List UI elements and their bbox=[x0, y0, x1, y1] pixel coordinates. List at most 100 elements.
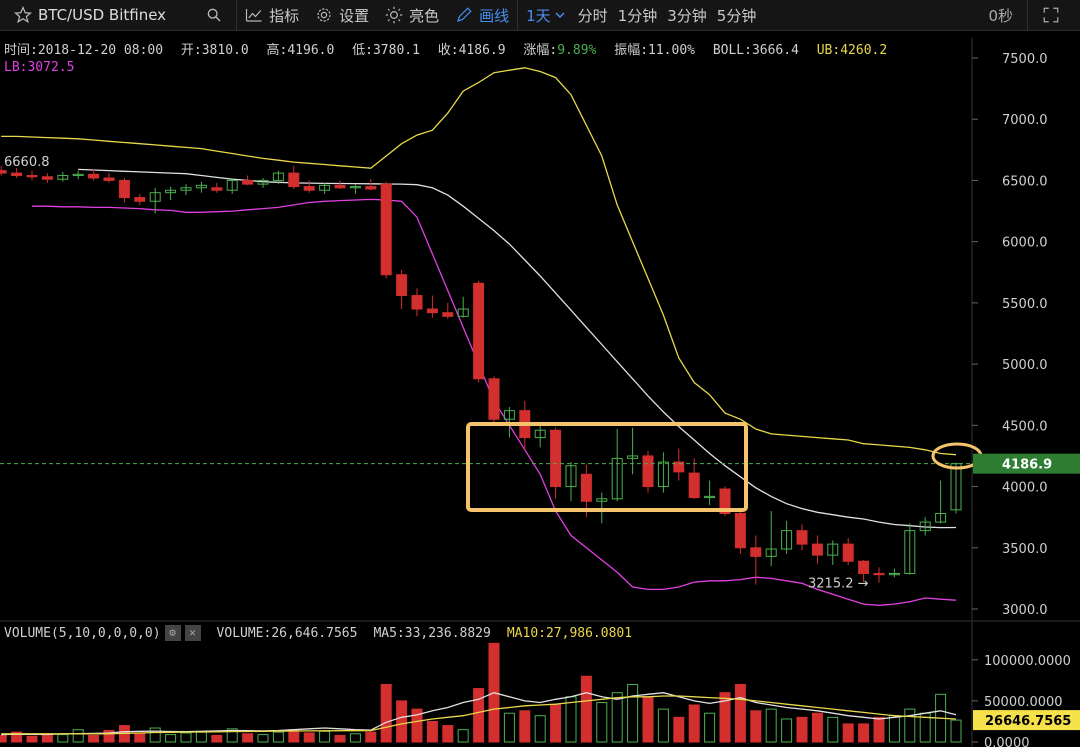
candle-body bbox=[888, 572, 900, 576]
volume-bar bbox=[642, 696, 654, 743]
volume-bar bbox=[688, 704, 700, 743]
volume-bar bbox=[627, 683, 639, 743]
indicators-button[interactable]: 指标 bbox=[237, 0, 307, 30]
volume-bar bbox=[888, 715, 900, 743]
volume-bar bbox=[750, 710, 762, 743]
candle-body bbox=[149, 192, 161, 202]
change-value: 9.89% bbox=[557, 43, 597, 58]
candle-body bbox=[842, 543, 854, 562]
volume-bar bbox=[180, 732, 192, 743]
theme-toggle[interactable]: 亮色 bbox=[377, 0, 447, 30]
volume-bar bbox=[950, 719, 962, 743]
candle-body bbox=[534, 429, 546, 439]
volume-value: VOLUME:26,646.7565 bbox=[216, 625, 358, 641]
volume-bar bbox=[596, 702, 608, 743]
open-value: 开:3810.0 bbox=[180, 43, 249, 58]
candle-body bbox=[580, 473, 592, 502]
consolidation-highlight-box bbox=[466, 422, 748, 512]
gear-icon bbox=[317, 8, 331, 22]
search-icon bbox=[207, 8, 221, 22]
divider bbox=[1027, 0, 1028, 30]
candle-body bbox=[503, 410, 515, 420]
candle-body bbox=[550, 429, 562, 488]
candle-body bbox=[488, 378, 500, 420]
draw-button[interactable]: 画线 bbox=[447, 0, 517, 30]
timer-label: 0秒 bbox=[988, 6, 1013, 25]
divider bbox=[517, 0, 519, 30]
interval-label: 3分钟 bbox=[667, 6, 707, 25]
ma10-value: MA10:27,986.0801 bbox=[506, 625, 633, 641]
pen-icon bbox=[457, 7, 472, 22]
symbol-selector[interactable]: BTC/USD Bitfinex bbox=[0, 0, 174, 30]
draw-label: 画线 bbox=[479, 6, 510, 25]
close-icon[interactable]: ✕ bbox=[184, 625, 201, 641]
candle-body bbox=[165, 189, 177, 194]
candle-body bbox=[349, 186, 361, 189]
candles bbox=[0, 165, 962, 585]
volume-bar bbox=[165, 734, 177, 743]
volume-tick-label: 50000.0000 bbox=[984, 695, 1063, 710]
candle-body bbox=[426, 308, 438, 314]
volume-bar bbox=[134, 733, 146, 743]
candle-body bbox=[811, 543, 823, 556]
volume-bar bbox=[349, 733, 361, 743]
volume-bar bbox=[396, 700, 408, 743]
ohlc-info: 时间:2018-12-20 08:00 开:3810.0 高:4196.0 低:… bbox=[4, 39, 897, 58]
volume-bar bbox=[57, 734, 69, 743]
settings-button[interactable]: 设置 bbox=[307, 0, 377, 30]
interval-tab[interactable]: 1分钟 bbox=[613, 0, 663, 30]
volume-bar bbox=[719, 692, 731, 743]
ma5-value: MA5:33,236.8829 bbox=[373, 625, 491, 641]
price-tick-label: 4000.0 bbox=[1002, 481, 1048, 496]
volume-ma5-line bbox=[1, 692, 957, 736]
volume-current-label: 26646.7565 bbox=[985, 714, 1071, 729]
chart-line-icon bbox=[245, 9, 262, 22]
interval-tab[interactable]: 分时 bbox=[573, 0, 613, 30]
volume-bar bbox=[365, 731, 377, 743]
divider bbox=[236, 0, 238, 30]
volume-bar bbox=[873, 716, 885, 743]
volume-bar bbox=[88, 734, 100, 743]
candle-body bbox=[272, 172, 284, 181]
current-price-label: 4186.9 bbox=[1002, 458, 1052, 473]
volume-info: VOLUME(5,10,0,0,0,0) ⚙ ✕ VOLUME:26,646.7… bbox=[4, 625, 632, 641]
candle-body bbox=[473, 282, 485, 380]
candle-body bbox=[457, 308, 469, 317]
star-icon[interactable] bbox=[14, 6, 32, 24]
candle-body bbox=[88, 173, 100, 179]
indicators-label: 指标 bbox=[269, 6, 300, 25]
volume-bar bbox=[0, 734, 7, 743]
volume-bar bbox=[796, 716, 808, 743]
interval-tab[interactable]: 3分钟 bbox=[662, 0, 712, 30]
interval-active[interactable]: 1天 bbox=[518, 0, 573, 30]
interval-tab[interactable]: 5分钟 bbox=[712, 0, 762, 30]
volume-bar bbox=[426, 720, 438, 743]
fullscreen-button[interactable] bbox=[1028, 0, 1080, 30]
candle-body bbox=[11, 172, 23, 177]
volume-bar bbox=[226, 728, 238, 743]
volume-bar bbox=[550, 704, 562, 743]
gear-icon[interactable]: ⚙ bbox=[164, 625, 181, 641]
candle-body bbox=[904, 530, 916, 574]
candle-body bbox=[796, 530, 808, 545]
volume-bar bbox=[534, 715, 546, 743]
candle-body bbox=[334, 184, 346, 189]
candle-body bbox=[195, 184, 207, 189]
volume-bar bbox=[457, 729, 469, 743]
volume-bar bbox=[11, 731, 23, 743]
candle-body bbox=[750, 547, 762, 557]
volume-bar bbox=[442, 725, 454, 743]
volume-bar bbox=[811, 712, 823, 743]
volume-bar bbox=[380, 683, 392, 743]
volume-bar bbox=[858, 723, 870, 743]
volume-bar bbox=[765, 708, 777, 743]
sun-icon bbox=[385, 6, 403, 24]
volume-bar bbox=[149, 727, 161, 743]
current-price-badge bbox=[973, 453, 1080, 474]
candle-body bbox=[380, 183, 392, 276]
interval-label: 分时 bbox=[577, 6, 608, 25]
candle-body bbox=[827, 543, 839, 556]
search-button[interactable] bbox=[198, 0, 236, 30]
overlays: 6660.8 3215.2 → bbox=[0, 155, 983, 592]
